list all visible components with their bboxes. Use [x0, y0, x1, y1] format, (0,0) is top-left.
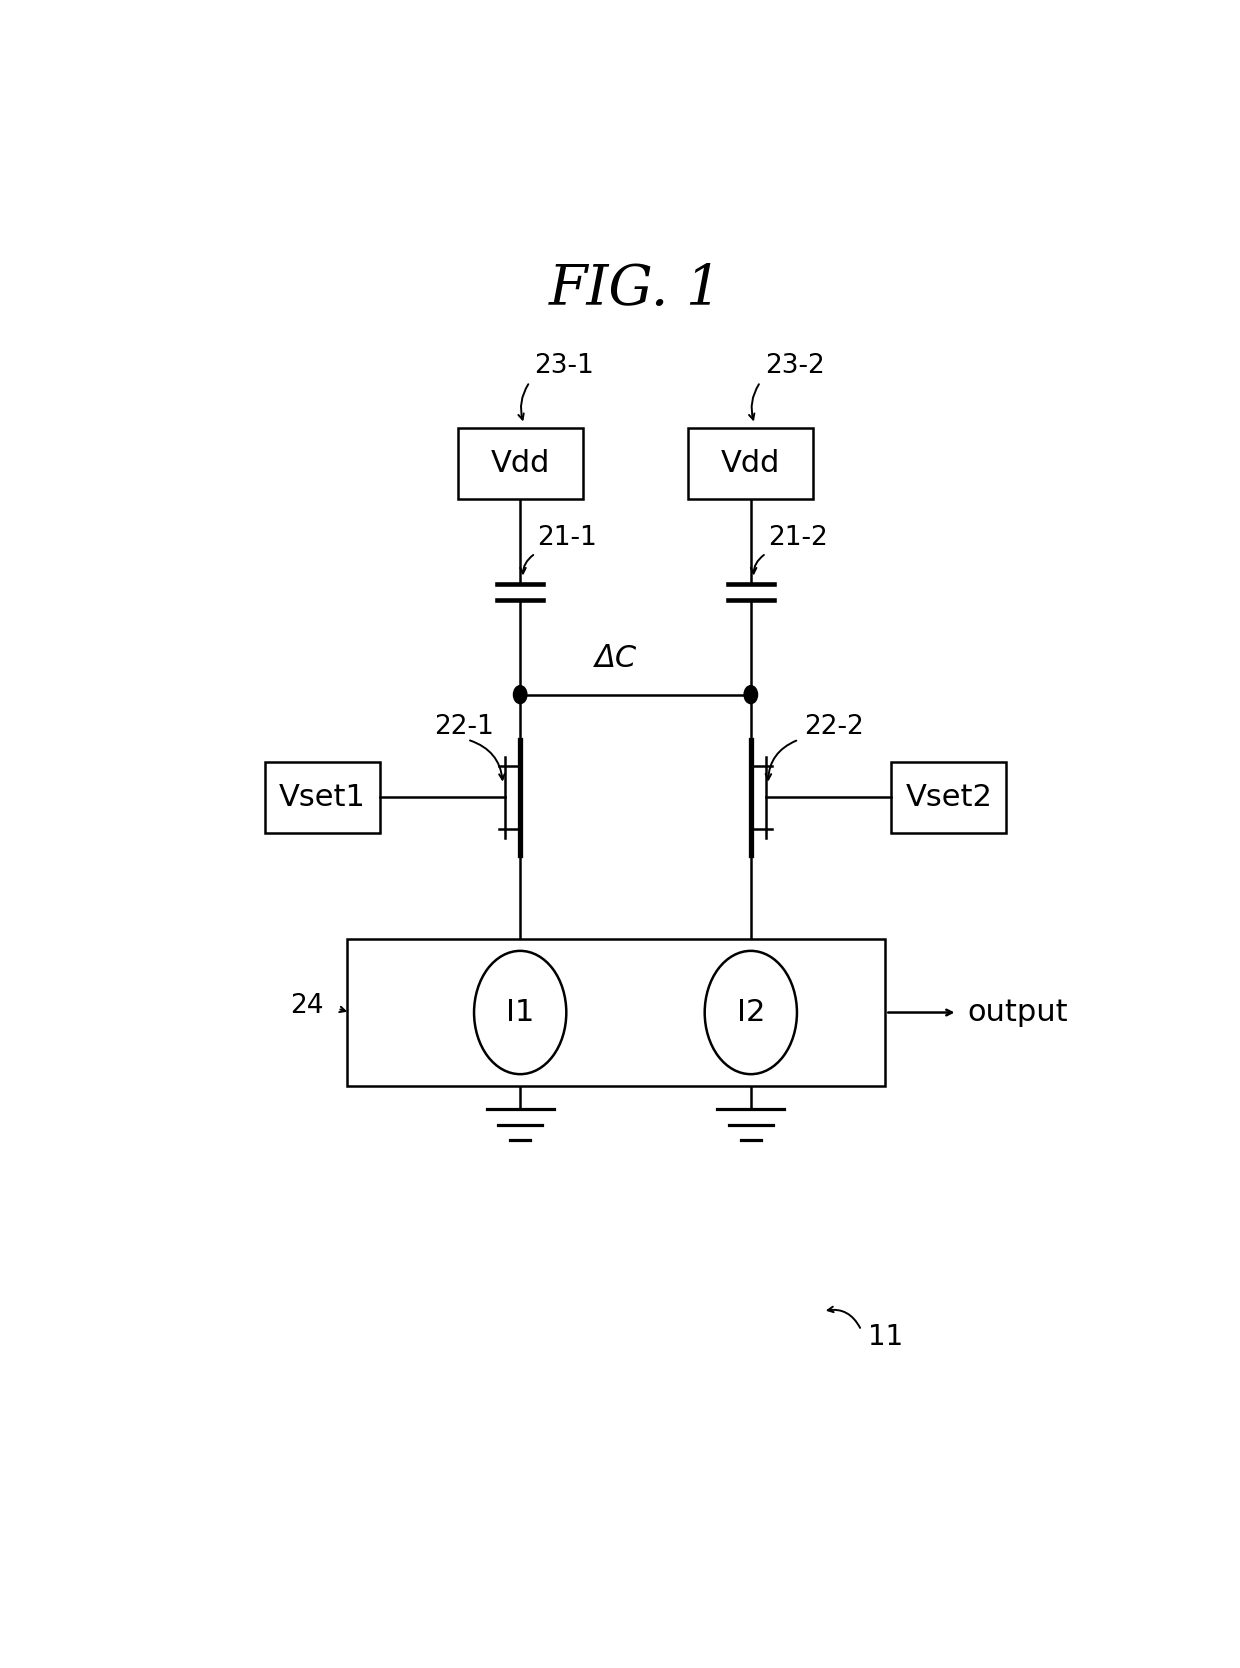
Text: 21-2: 21-2 [768, 525, 828, 550]
Text: I2: I2 [737, 997, 765, 1027]
Circle shape [744, 686, 758, 704]
Text: 21-1: 21-1 [537, 525, 598, 550]
Text: Vset1: Vset1 [279, 782, 366, 812]
Text: 22-1: 22-1 [434, 714, 494, 739]
FancyBboxPatch shape [264, 762, 379, 832]
Text: Vset2: Vset2 [905, 782, 992, 812]
Circle shape [474, 951, 567, 1074]
FancyBboxPatch shape [892, 762, 1007, 832]
Text: Vdd: Vdd [722, 449, 780, 479]
Text: 22-2: 22-2 [804, 714, 863, 739]
Text: 24: 24 [290, 992, 324, 1019]
FancyBboxPatch shape [688, 429, 813, 499]
Text: FIG. 1: FIG. 1 [549, 262, 722, 317]
Text: 23-1: 23-1 [534, 354, 594, 380]
Text: output: output [967, 997, 1068, 1027]
Text: 23-2: 23-2 [765, 354, 825, 380]
Circle shape [513, 686, 527, 704]
Text: I1: I1 [506, 997, 534, 1027]
Text: Vdd: Vdd [491, 449, 549, 479]
Circle shape [704, 951, 797, 1074]
Text: 11: 11 [868, 1323, 903, 1351]
Text: ΔC: ΔC [595, 644, 637, 674]
FancyBboxPatch shape [347, 939, 885, 1086]
FancyBboxPatch shape [458, 429, 583, 499]
